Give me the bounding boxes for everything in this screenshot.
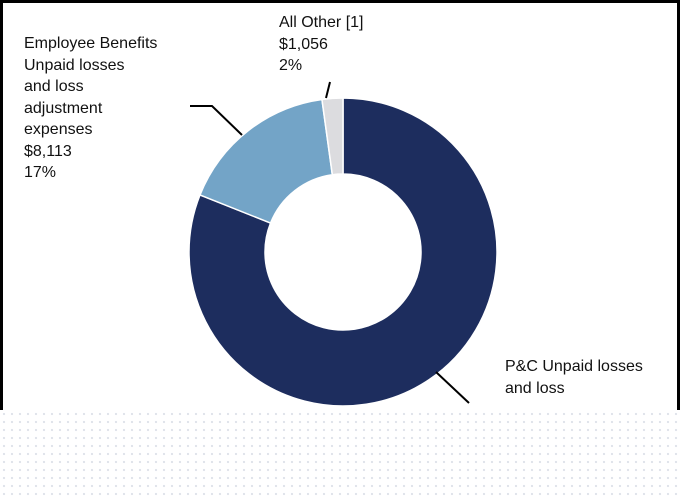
all-other-leader-line bbox=[325, 81, 331, 99]
pc-label-line-1: P&C Unpaid losses bbox=[505, 358, 643, 375]
pc-label: P&C Unpaid losses and loss bbox=[505, 356, 643, 399]
donut-slice-0 bbox=[188, 97, 498, 407]
all-other-percent: 2% bbox=[279, 57, 303, 74]
dotted-background bbox=[0, 410, 680, 496]
chart-frame: Employee Benefits Unpaid losses and loss… bbox=[0, 0, 680, 410]
employee-benefits-label-line-2: Unpaid losses bbox=[24, 56, 125, 74]
all-other-value: $1,056 bbox=[279, 35, 328, 53]
employee-benefits-label-line-1: Employee Benefits bbox=[24, 35, 158, 52]
employee-benefits-leader-line bbox=[190, 105, 243, 136]
pc-leader-line bbox=[435, 371, 470, 404]
all-other-label-line-1: All Other [1] bbox=[279, 14, 364, 31]
employee-benefits-label-line-4: adjustment bbox=[24, 99, 103, 117]
employee-benefits-percent: 17% bbox=[24, 164, 57, 181]
pc-label-line-2: and loss bbox=[505, 379, 565, 397]
donut-chart bbox=[188, 81, 498, 407]
all-other-label: All Other [1] $1,056 2% bbox=[279, 12, 363, 77]
donut-slice-2 bbox=[321, 97, 344, 176]
employee-benefits-label: Employee Benefits Unpaid losses and loss… bbox=[24, 33, 157, 184]
employee-benefits-label-line-3: and loss bbox=[24, 78, 84, 95]
employee-benefits-value: $8,113 bbox=[24, 142, 72, 160]
employee-benefits-label-line-5: expenses bbox=[24, 121, 93, 138]
